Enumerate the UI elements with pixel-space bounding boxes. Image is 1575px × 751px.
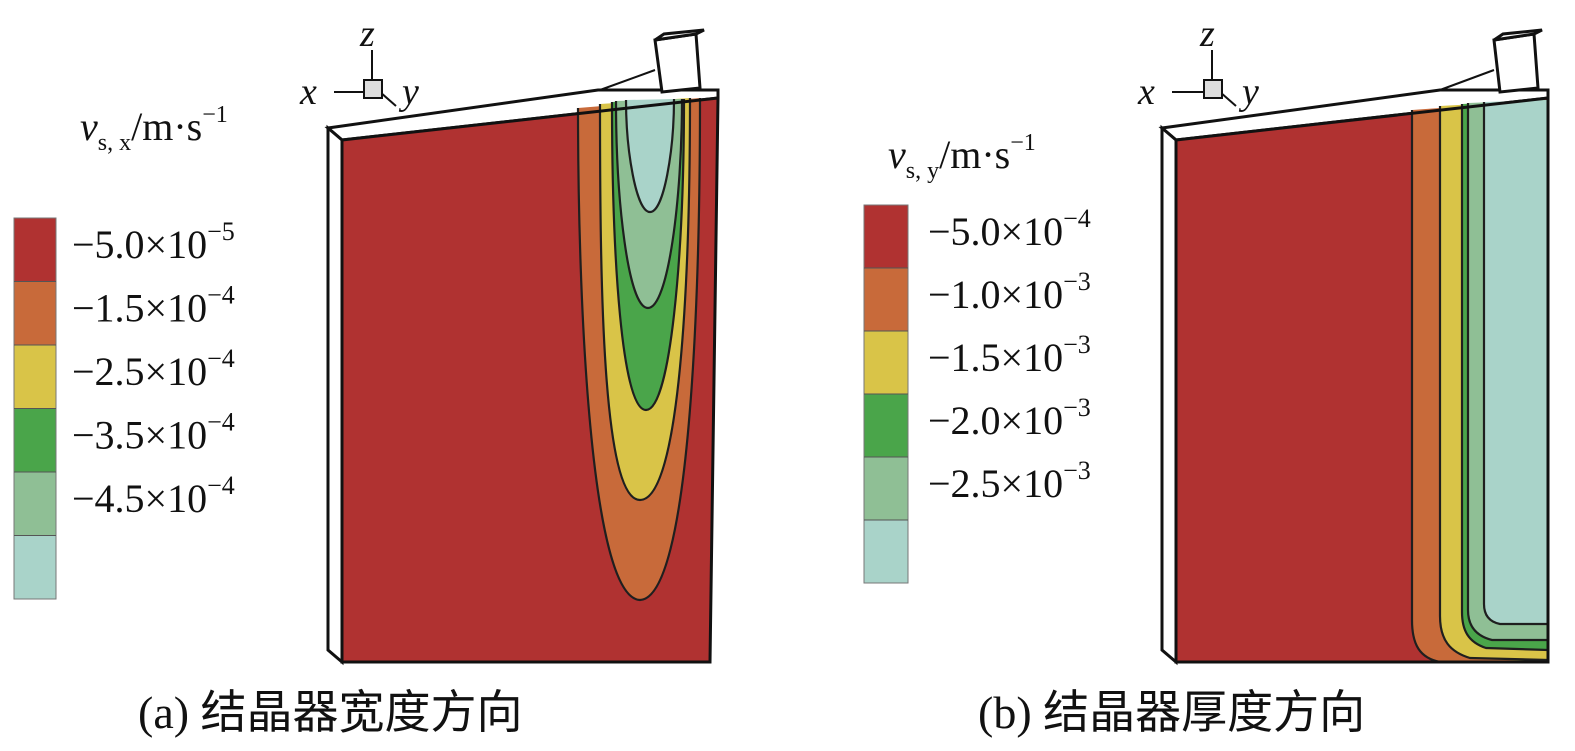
colorbar-band-0 — [864, 205, 908, 268]
axis-origin-cube — [363, 79, 383, 99]
contour-field-b — [1174, 96, 1550, 664]
panel-a: z x y — [13, 13, 720, 738]
colorbar-title-a: vs, x/m·s−1 — [80, 102, 228, 156]
panel-b: z x y vs, y/m·s−1 — [863, 13, 1550, 738]
nozzle-a — [653, 32, 702, 94]
colorbar-tick-label: −1.5×10−3 — [928, 330, 1091, 380]
band-level-5 — [1484, 100, 1548, 624]
colorbar-tick-label: −2.5×10−4 — [72, 344, 235, 394]
colorbar-band-2 — [864, 331, 908, 394]
colorbar-tick-label: −5.0×10−5 — [72, 217, 235, 267]
band-level-5 — [626, 99, 674, 212]
colorbar-title-b: vs, y/m·s−1 — [888, 130, 1036, 184]
contour-field-a — [340, 96, 720, 664]
colorbar-tick-label: −4.5×10−4 — [72, 471, 235, 521]
colorbar-band-3 — [864, 394, 908, 457]
axis-y-label: y — [1238, 71, 1259, 113]
colorbar-band-4 — [14, 472, 56, 536]
colorbar-tick-label: −1.0×10−3 — [928, 267, 1091, 317]
colorbar-b: vs, y/m·s−1 −5.0×10−4 −1.0×10−3 −1.5×10−3 −… — [863, 130, 1091, 584]
colorbar-tick-label: −2.0×10−3 — [928, 393, 1091, 443]
colorbar-a: vs, x/m·s−1 −5.0×10−5 −1.5×10−4 −2.5×10−4 −… — [13, 102, 235, 600]
colorbar-band-0 — [14, 218, 56, 282]
axis-y-label: y — [398, 71, 419, 113]
caption-b: (b) 结晶器厚度方向 — [978, 687, 1365, 738]
colorbar-band-5 — [14, 535, 56, 599]
colorbar-band-1 — [14, 281, 56, 345]
colorbar-band-1 — [864, 268, 908, 331]
axis-z-label: z — [1199, 13, 1215, 55]
axis-triad-a: z x y — [299, 13, 419, 113]
caption-a: (a) 结晶器宽度方向 — [138, 687, 523, 738]
colorbar-band-3 — [14, 408, 56, 472]
nozzle-b — [1492, 32, 1540, 94]
colorbar-tick-label: −5.0×10−4 — [928, 204, 1091, 254]
colorbar-band-4 — [864, 457, 908, 520]
axis-x-label: x — [299, 71, 317, 113]
colorbar-tick-label: −1.5×10−4 — [72, 281, 235, 331]
axis-x-label: x — [1137, 71, 1155, 113]
colorbar-tick-label: −2.5×10−3 — [928, 456, 1091, 506]
axis-origin-cube — [1203, 79, 1223, 99]
axis-z-label: z — [359, 13, 375, 55]
axis-triad-b: z x y — [1137, 13, 1259, 113]
colorbar-tick-label: −3.5×10−4 — [72, 408, 235, 458]
colorbar-band-5 — [864, 520, 908, 583]
colorbar-band-2 — [14, 345, 56, 409]
